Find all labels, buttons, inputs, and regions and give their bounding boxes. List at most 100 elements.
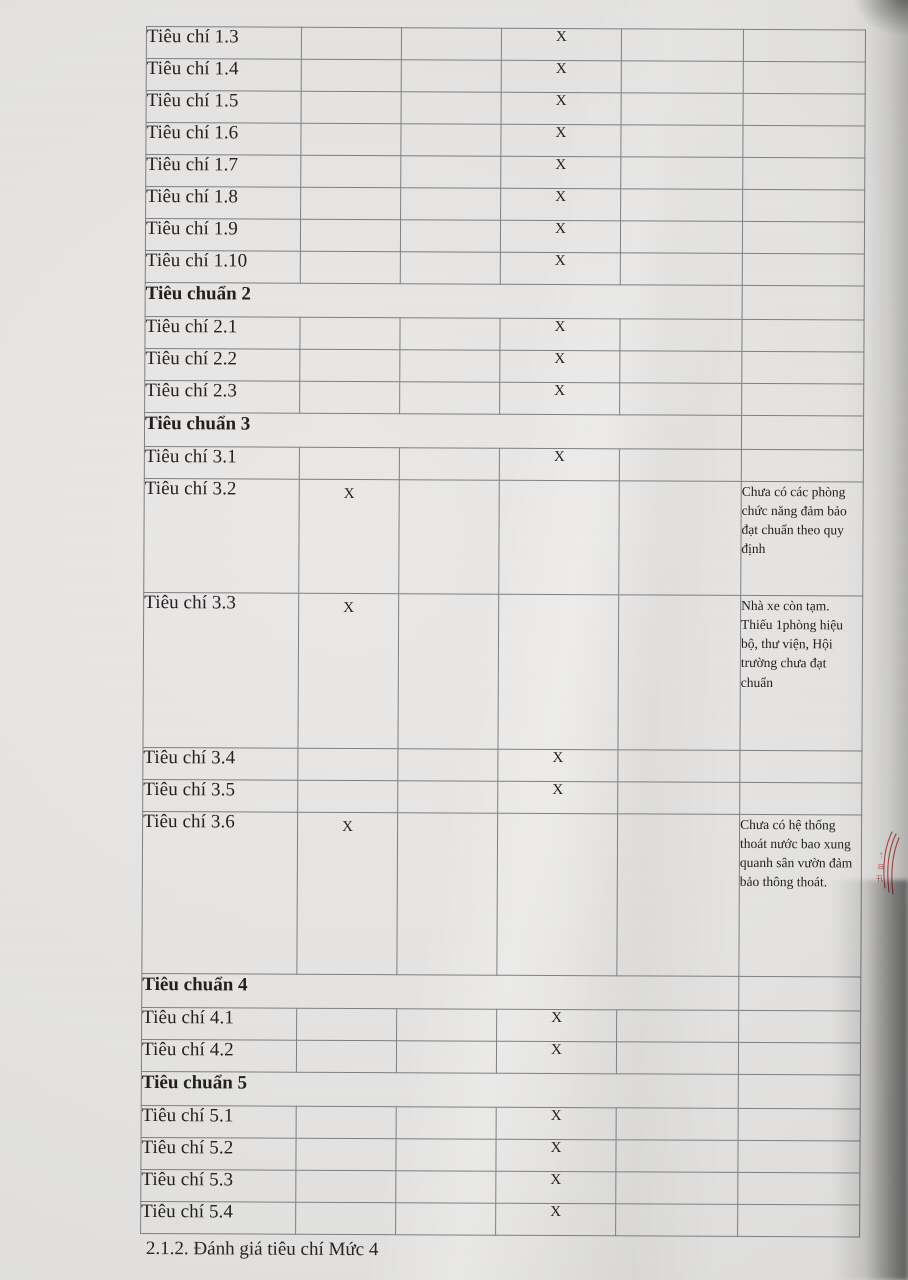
- rating-mark-x[interactable]: X: [501, 28, 622, 61]
- rating-cell[interactable]: [400, 219, 501, 253]
- rating-cell[interactable]: [616, 813, 740, 977]
- rating-mark-x[interactable]: X: [500, 252, 621, 285]
- rating-cell[interactable]: [497, 594, 619, 750]
- rating-cell[interactable]: [616, 1107, 739, 1141]
- rating-mark-x[interactable]: X: [500, 124, 622, 157]
- rating-mark-x[interactable]: X: [499, 318, 621, 351]
- rating-cell[interactable]: [400, 123, 502, 157]
- rating-cell[interactable]: [615, 1171, 738, 1205]
- rating-mark-x[interactable]: X: [495, 1203, 616, 1236]
- rating-mark-x[interactable]: X: [495, 1139, 617, 1172]
- note-cell: Chưa có các phòng chức năng đảm bảo đạt …: [740, 481, 864, 597]
- rating-mark-x[interactable]: X: [497, 781, 618, 814]
- rating-cell[interactable]: [401, 27, 502, 61]
- rating-cell[interactable]: [619, 448, 742, 482]
- rating-cell[interactable]: [619, 350, 742, 384]
- criterion-label: Tiêu chí 3.6: [141, 811, 298, 975]
- rating-cell[interactable]: [615, 1203, 738, 1237]
- rating-cell[interactable]: [299, 349, 400, 382]
- rating-mark-x[interactable]: X: [298, 479, 400, 594]
- rating-cell[interactable]: [295, 1170, 396, 1203]
- table-row: Tiêu chí 2.1 X: [144, 316, 865, 353]
- rating-cell[interactable]: [395, 1202, 496, 1236]
- rating-cell[interactable]: [299, 447, 400, 480]
- rating-cell[interactable]: [619, 382, 742, 416]
- rating-cell[interactable]: [617, 594, 741, 751]
- rating-mark-x[interactable]: X: [497, 749, 618, 782]
- rating-cell[interactable]: [295, 1138, 397, 1171]
- rating-cell[interactable]: [399, 447, 500, 481]
- rating-cell[interactable]: [396, 812, 498, 976]
- rating-mark-x[interactable]: X: [495, 1171, 616, 1204]
- rating-cell[interactable]: [619, 318, 743, 352]
- rating-cell[interactable]: [620, 188, 743, 222]
- rating-mark-x[interactable]: X: [496, 1009, 617, 1042]
- rating-cell[interactable]: [395, 1138, 497, 1172]
- rating-mark-x[interactable]: X: [499, 350, 620, 383]
- rating-cell[interactable]: [621, 60, 744, 94]
- rating-cell[interactable]: [300, 219, 401, 252]
- rating-cell[interactable]: [297, 780, 398, 813]
- rating-mark-x[interactable]: X: [499, 448, 620, 481]
- rating-cell[interactable]: [301, 27, 402, 60]
- rating-cell[interactable]: [301, 59, 402, 92]
- table-row: Tiêu chí 5.2 X: [140, 1137, 861, 1174]
- rating-cell[interactable]: [496, 813, 618, 976]
- rating-cell[interactable]: [400, 251, 501, 285]
- rating-cell[interactable]: [621, 28, 744, 62]
- criterion-label: Tiêu chí 3.1: [144, 446, 300, 480]
- rating-cell[interactable]: [396, 1040, 497, 1074]
- rating-cell[interactable]: [396, 1106, 497, 1140]
- rating-mark-x[interactable]: X: [501, 92, 622, 125]
- rating-mark-x[interactable]: X: [499, 382, 620, 415]
- rating-cell[interactable]: [400, 187, 501, 221]
- rating-cell[interactable]: [397, 780, 498, 814]
- rating-cell[interactable]: [401, 59, 502, 93]
- rating-mark-x[interactable]: X: [500, 188, 621, 221]
- rating-cell[interactable]: [396, 1008, 497, 1042]
- rating-cell[interactable]: [498, 480, 620, 595]
- rating-cell[interactable]: [300, 123, 402, 156]
- rating-mark-x[interactable]: X: [297, 593, 399, 749]
- rating-mark-x[interactable]: X: [496, 1107, 617, 1140]
- rating-mark-x[interactable]: X: [500, 156, 621, 189]
- rating-cell[interactable]: [397, 593, 499, 750]
- rating-cell[interactable]: [616, 1041, 739, 1075]
- rating-cell[interactable]: [399, 317, 501, 351]
- rating-mark-x[interactable]: X: [496, 1041, 617, 1074]
- table-row: Tiêu chí 1.9 X: [145, 218, 865, 255]
- rating-cell[interactable]: [300, 187, 401, 220]
- rating-cell[interactable]: [295, 1202, 396, 1235]
- rating-cell[interactable]: [397, 748, 498, 782]
- rating-mark-x[interactable]: X: [501, 60, 622, 93]
- rating-cell[interactable]: [620, 220, 743, 254]
- rating-cell[interactable]: [299, 317, 401, 350]
- rating-cell[interactable]: [400, 155, 501, 189]
- rating-cell[interactable]: [618, 480, 742, 596]
- criterion-label: Tiêu chí 1.9: [145, 218, 301, 252]
- rating-cell[interactable]: [300, 155, 401, 188]
- rating-cell[interactable]: [296, 1106, 397, 1139]
- rating-cell[interactable]: [296, 1040, 397, 1073]
- rating-cell[interactable]: [616, 1009, 739, 1043]
- rating-cell[interactable]: [297, 748, 398, 781]
- rating-cell[interactable]: [620, 252, 743, 286]
- rating-cell[interactable]: [621, 92, 744, 126]
- rating-cell[interactable]: [399, 349, 500, 383]
- rating-cell[interactable]: [299, 381, 400, 414]
- rating-cell[interactable]: [300, 251, 401, 284]
- rating-cell[interactable]: [296, 1008, 397, 1041]
- rating-cell[interactable]: [399, 381, 500, 415]
- rating-cell[interactable]: [617, 749, 740, 783]
- rating-cell[interactable]: [398, 479, 500, 595]
- rating-cell[interactable]: [615, 1139, 739, 1173]
- table-row: Tiêu chuẩn 5: [141, 1071, 861, 1110]
- rating-cell[interactable]: [617, 781, 740, 815]
- rating-cell[interactable]: [620, 156, 743, 190]
- rating-cell[interactable]: [395, 1170, 496, 1204]
- rating-cell[interactable]: [301, 91, 402, 124]
- rating-cell[interactable]: [620, 124, 744, 158]
- rating-mark-x[interactable]: X: [500, 220, 621, 253]
- rating-cell[interactable]: [401, 91, 502, 125]
- rating-mark-x[interactable]: X: [296, 812, 398, 975]
